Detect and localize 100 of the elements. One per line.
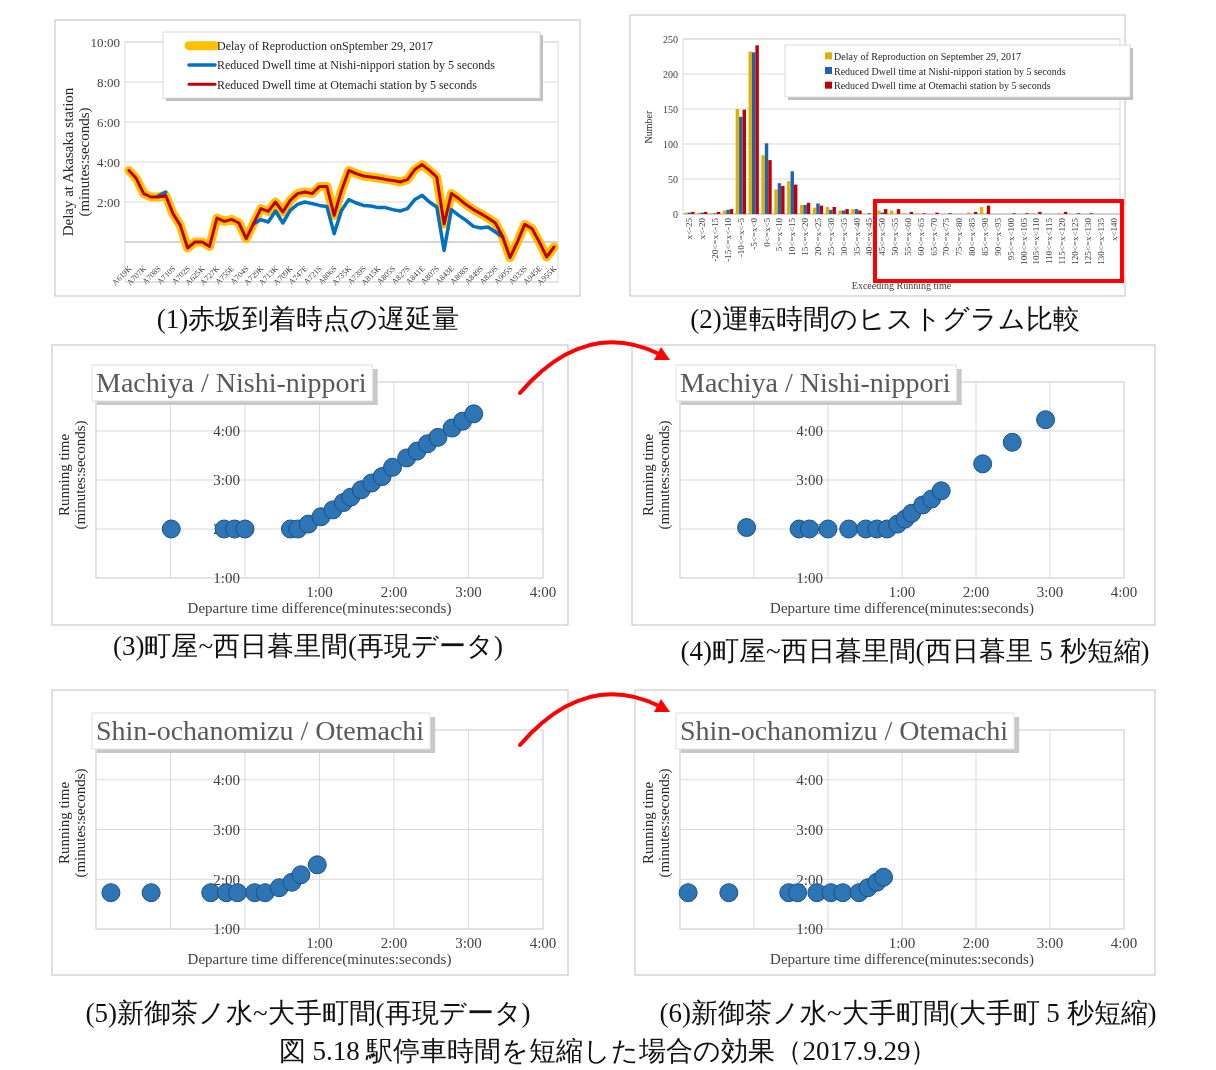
y-axis-title: Running time (minutes:seconds) (640, 420, 674, 530)
x-tick-label: 50<=x<55 (890, 217, 901, 256)
caption: 図 5.18 駅停車時間を短縮した場合の効果（2017.9.29） (278, 1036, 938, 1066)
x-tick-label: -15<=x<-10 (722, 217, 733, 262)
x-tick-label: 10<=x<15 (787, 217, 798, 256)
legend-label: Delay of Reproduction on September 29, 2017 (834, 50, 1021, 62)
text: (1)赤坂到着時点の遅延量 (156, 304, 460, 334)
y-axis-title: Running time (minutes:seconds) (56, 420, 90, 530)
y-tick-label: 2:00 (96, 194, 120, 210)
x-tick-label: 4:00 (529, 584, 557, 600)
chart-title: Shin-ochanomizu / Otemachi (680, 715, 1009, 746)
x-tick-label: 90<=x<95 (992, 217, 1003, 256)
y-tick-label: 2:00 (213, 871, 240, 888)
x-tick-label: 125<=x<130 (1082, 217, 1093, 265)
y-tick-label: 8:00 (96, 74, 120, 90)
y-tick-label: 6:00 (96, 114, 120, 130)
x-tick-label: 70<=x<75 (941, 217, 952, 256)
x-tick-label: 75<=x<80 (954, 217, 965, 256)
chart-title: Machiya / Nishi-nippori (96, 367, 367, 398)
x-tick-label: -5<=x<0 (748, 217, 759, 250)
x-tick-label: 4:00 (1110, 584, 1138, 600)
y-tick-label: 1:00 (796, 570, 823, 587)
x-tick-label: x<140 (1108, 217, 1119, 242)
x-tick-label: 30<=x<35 (838, 217, 849, 256)
y-tick-label: 1:00 (213, 921, 240, 938)
x-tick-label: 80<=x<85 (967, 217, 978, 256)
x-tick-label: 3:00 (455, 584, 482, 600)
x-tick-label: -10<=x<-5 (735, 217, 746, 258)
x-tick-label: 1:00 (888, 935, 916, 951)
x-tick-label: 20<=x<25 (812, 217, 823, 256)
y-tick-label: 200 (663, 68, 678, 80)
x-tick-label: 60<=x<65 (915, 217, 926, 256)
y-tick-label: 50 (668, 173, 678, 185)
text: (3)町屋~西日暮里間(再現データ) (112, 631, 504, 661)
y-axis-title: Delay at Akasaka station (minutes:seconds) (60, 87, 94, 237)
x-tick-label: 35<=x<40 (851, 217, 862, 256)
x-tick-label: 1:00 (306, 935, 333, 951)
y-axis-title: Number (642, 109, 654, 144)
x-tick-label: 4:00 (529, 935, 557, 951)
legend-label: Reduced Dwell time at Otemachi station by 5 seconds (217, 77, 478, 92)
y-tick-label: 4:00 (96, 154, 120, 170)
y-tick-label: 3:00 (213, 472, 240, 489)
x-tick-label: 3:00 (455, 935, 482, 951)
x-tick-label: 4:00 (1110, 935, 1138, 951)
x-tick-label: 65<=x<70 (928, 217, 939, 256)
y-tick-label: 3:00 (213, 821, 240, 838)
text: (2)運転時間のヒストグラム比較 (690, 304, 1080, 334)
x-tick-label: 0<=x<5 (761, 217, 772, 247)
y-tick-label: 1:00 (796, 921, 823, 938)
x-tick-label: 45<=x<50 (877, 217, 888, 256)
y-axis-title: Running time (minutes:seconds) (640, 768, 674, 878)
x-tick-label: 95<=x<100 (1005, 217, 1016, 261)
y-tick-label: 0 (673, 208, 678, 220)
y-axis-title: Running time (minutes:seconds) (56, 768, 90, 878)
x-tick-label: 100<=x<105 (1018, 217, 1029, 265)
y-tick-label: 4:00 (796, 772, 823, 788)
x-tick-label: 1:00 (888, 584, 916, 600)
x-tick-label: 40<=x<45 (864, 217, 875, 256)
x-axis-title: Departure time difference(minutes:seconds) (770, 951, 1034, 968)
x-tick-label: 105<=x<110 (1031, 217, 1042, 265)
y-tick-label: 1:00 (213, 570, 240, 587)
text: (5)新御茶ノ水~大手町間(再現データ) (85, 998, 531, 1028)
y-tick-label: 3:00 (796, 472, 823, 489)
y-tick-label: 10:00 (90, 34, 120, 50)
y-tick-label: 2:00 (796, 871, 823, 888)
x-tick-label: x<-25 (684, 217, 695, 240)
x-axis-title: Departure time difference(minutes:seconds) (187, 951, 452, 968)
x-tick-label: 85<=x<90 (980, 217, 991, 256)
x-tick-label: 1:00 (306, 584, 333, 600)
x-tick-label: 3:00 (1036, 584, 1064, 600)
x-tick-label: 2:00 (380, 935, 408, 951)
y-tick-label: 4:00 (213, 423, 240, 440)
y-tick-label: 4:00 (213, 772, 240, 788)
y-tick-label: 3:00 (796, 821, 823, 838)
x-tick-label: 110<=x<115 (1044, 217, 1055, 265)
x-tick-label: -20<=x<-15 (710, 217, 721, 262)
x-tick-label: 15<=x<20 (800, 217, 811, 256)
x-tick-label: 115<=x<120 (1057, 217, 1068, 265)
x-tick-label: 2:00 (380, 584, 408, 600)
y-tick-label: 250 (663, 33, 678, 45)
text: (4)町屋~西日暮里間(西日暮里 5 秒短縮) (680, 636, 1150, 666)
text: (6)新御茶ノ水~大手町間(大手町 5 秒短縮) (659, 998, 1157, 1028)
chart-title: Shin-ochanomizu / Otemachi (96, 715, 425, 746)
y-tick-label: 150 (663, 103, 678, 115)
x-axis-title: Departure time difference(minutes:seconds) (770, 600, 1034, 617)
y-tick-label: 100 (663, 138, 678, 150)
x-tick-label: 2:00 (962, 584, 990, 600)
legend-label: Reduced Dwell time at Nishi-nippori station by 5 seconds (834, 65, 1066, 77)
x-tick-label: 120<=x<125 (1070, 217, 1081, 265)
legend-label: Reduced Dwell time at Otemachi station by 5 seconds (834, 80, 1051, 92)
x-tick-label: 5<=x<10 (774, 217, 785, 252)
legend-label: Delay of Reproduction onSptember 29, 2017 (217, 38, 433, 53)
x-tick-label: 25<=x<30 (825, 217, 836, 256)
x-tick-label: 55<=x<60 (902, 217, 913, 256)
y-tick-label: 4:00 (796, 423, 823, 440)
x-tick-label: 3:00 (1036, 935, 1064, 951)
chart-title: Machiya / Nishi-nippori (680, 367, 951, 398)
legend-label: Reduced Dwell time at Nishi-nippori station by 5 seconds (217, 58, 496, 73)
x-tick-label: 2:00 (962, 935, 990, 951)
x-axis-title: Departure time difference(minutes:seconds) (187, 600, 452, 617)
